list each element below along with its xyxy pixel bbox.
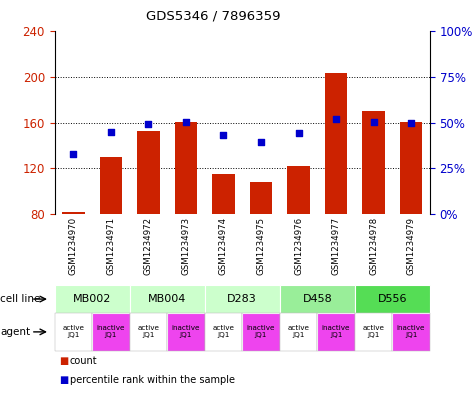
Text: MB002: MB002 <box>73 294 111 304</box>
Bar <box>400 122 422 214</box>
Point <box>219 132 227 138</box>
Text: inactive
JQ1: inactive JQ1 <box>97 325 125 338</box>
Point <box>370 119 377 125</box>
Text: count: count <box>70 356 97 366</box>
Point <box>107 129 115 135</box>
Bar <box>137 131 160 214</box>
Bar <box>62 212 85 214</box>
Text: GDS5346 / 7896359: GDS5346 / 7896359 <box>146 10 281 23</box>
Text: active
JQ1: active JQ1 <box>362 325 385 338</box>
Text: D556: D556 <box>378 294 407 304</box>
Text: inactive
JQ1: inactive JQ1 <box>247 325 276 338</box>
Point <box>69 151 77 157</box>
Bar <box>287 166 310 214</box>
Bar <box>362 111 385 214</box>
Point <box>407 119 415 126</box>
Text: agent: agent <box>0 327 30 337</box>
Point <box>294 130 302 136</box>
Point <box>144 121 152 127</box>
Bar <box>325 73 347 214</box>
Text: ■: ■ <box>59 356 68 366</box>
Text: inactive
JQ1: inactive JQ1 <box>397 325 425 338</box>
Point <box>182 119 190 125</box>
Text: MB004: MB004 <box>148 294 186 304</box>
Text: active
JQ1: active JQ1 <box>287 325 310 338</box>
Text: active
JQ1: active JQ1 <box>137 325 160 338</box>
Text: inactive
JQ1: inactive JQ1 <box>171 325 200 338</box>
Bar <box>212 174 235 214</box>
Text: D458: D458 <box>303 294 332 304</box>
Text: active
JQ1: active JQ1 <box>62 325 85 338</box>
Point <box>332 116 340 123</box>
Text: active
JQ1: active JQ1 <box>212 325 235 338</box>
Text: cell line: cell line <box>0 294 40 304</box>
Text: inactive
JQ1: inactive JQ1 <box>322 325 350 338</box>
Text: percentile rank within the sample: percentile rank within the sample <box>70 375 235 385</box>
Bar <box>175 122 197 214</box>
Text: D283: D283 <box>228 294 257 304</box>
Bar <box>250 182 272 214</box>
Bar <box>100 157 122 214</box>
Point <box>257 139 265 145</box>
Text: ■: ■ <box>59 375 68 385</box>
